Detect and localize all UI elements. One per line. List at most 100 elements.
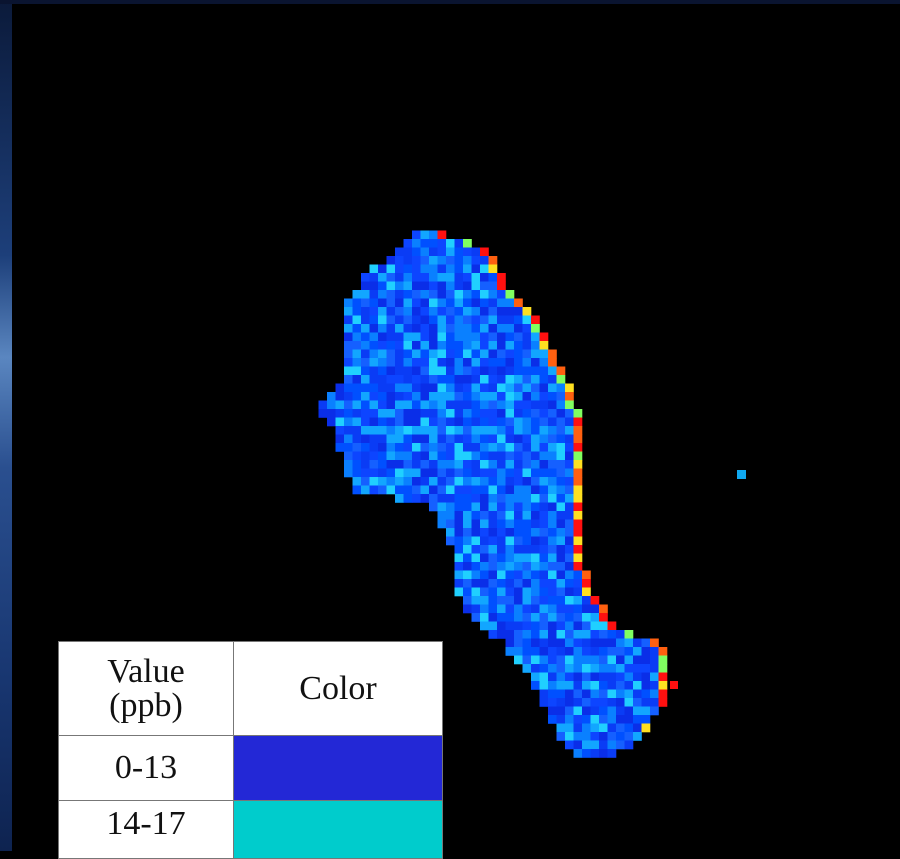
map-pixel: [659, 690, 668, 699]
map-pixel: [548, 511, 557, 520]
map-pixel: [387, 307, 396, 316]
map-pixel: [421, 290, 430, 299]
map-pixel: [421, 469, 430, 478]
map-pixel: [497, 622, 506, 631]
map-pixel: [574, 511, 583, 520]
map-pixel: [489, 435, 498, 444]
map-pixel: [455, 503, 464, 512]
map-pixel: [531, 588, 540, 597]
map-pixel: [514, 562, 523, 571]
map-pixel: [429, 248, 438, 257]
map-pixel: [463, 375, 472, 384]
map-pixel: [446, 290, 455, 299]
map-pixel: [472, 409, 481, 418]
map-pixel: [540, 435, 549, 444]
map-pixel: [514, 520, 523, 529]
map-pixel: [514, 443, 523, 452]
map-pixel: [472, 605, 481, 614]
map-pixel: [480, 409, 489, 418]
map-pixel: [548, 673, 557, 682]
map-pixel: [344, 443, 353, 452]
map-pixel: [548, 426, 557, 435]
map-pixel: [650, 656, 659, 665]
map-pixel: [557, 673, 566, 682]
map-pixel: [523, 469, 532, 478]
map-pixel: [523, 494, 532, 503]
map-pixel: [591, 698, 600, 707]
map-pixel: [336, 409, 345, 418]
map-pixel: [540, 418, 549, 427]
map-pixel: [387, 469, 396, 478]
map-pixel: [387, 358, 396, 367]
map-pixel: [421, 392, 430, 401]
map-pixel: [463, 528, 472, 537]
map-pixel: [514, 341, 523, 350]
map-pixel: [557, 562, 566, 571]
map-pixel: [531, 469, 540, 478]
map-pixel: [446, 503, 455, 512]
map-pixel: [455, 511, 464, 520]
map-pixel: [336, 384, 345, 393]
map-pixel: [489, 316, 498, 325]
map-pixel: [370, 401, 379, 410]
map-pixel: [565, 596, 574, 605]
map-pixel: [480, 367, 489, 376]
map-pixel: [557, 647, 566, 656]
map-pixel: [378, 469, 387, 478]
map-pixel: [370, 367, 379, 376]
map-pixel: [370, 273, 379, 282]
map-pixel: [387, 316, 396, 325]
map-pixel: [540, 375, 549, 384]
map-pixel: [608, 622, 617, 631]
map-pixel: [404, 375, 413, 384]
map-pixel: [523, 375, 532, 384]
map-pixel: [378, 486, 387, 495]
map-pixel: [412, 316, 421, 325]
map-pixel: [472, 401, 481, 410]
map-pixel: [472, 358, 481, 367]
map-pixel: [438, 486, 447, 495]
map-pixel: [361, 282, 370, 291]
map-pixel: [531, 613, 540, 622]
map-pixel: [412, 333, 421, 342]
map-pixel: [599, 732, 608, 741]
map-pixel: [404, 494, 413, 503]
map-pixel: [514, 426, 523, 435]
map-pixel: [642, 647, 651, 656]
map-pixel: [523, 392, 532, 401]
map-pixel: [361, 460, 370, 469]
map-pixel: [497, 443, 506, 452]
map-pixel: [574, 596, 583, 605]
map-pixel: [404, 418, 413, 427]
map-pixel: [344, 375, 353, 384]
map-pixel: [565, 622, 574, 631]
map-pixel: [361, 324, 370, 333]
map-pixel: [404, 358, 413, 367]
map-pixel: [421, 282, 430, 291]
map-pixel: [361, 435, 370, 444]
map-pixel: [429, 384, 438, 393]
map-pixel: [557, 690, 566, 699]
map-pixel: [489, 265, 498, 274]
map-pixel: [659, 647, 668, 656]
map-pixel: [633, 639, 642, 648]
map-pixel: [497, 341, 506, 350]
map-pixel: [446, 443, 455, 452]
map-pixel: [455, 554, 464, 563]
map-pixel: [489, 307, 498, 316]
map-pixel: [404, 486, 413, 495]
map-pixel: [531, 511, 540, 520]
map-pixel: [557, 469, 566, 478]
map-pixel: [497, 477, 506, 486]
map-pixel: [540, 562, 549, 571]
map-pixel: [412, 367, 421, 376]
map-pixel: [514, 613, 523, 622]
map-pixel: [378, 358, 387, 367]
map-pixel: [531, 630, 540, 639]
map-pixel: [378, 384, 387, 393]
map-pixel: [497, 282, 506, 291]
map-pixel: [633, 690, 642, 699]
map-pixel: [480, 554, 489, 563]
map-pixel: [353, 469, 362, 478]
map-pixel: [574, 664, 583, 673]
